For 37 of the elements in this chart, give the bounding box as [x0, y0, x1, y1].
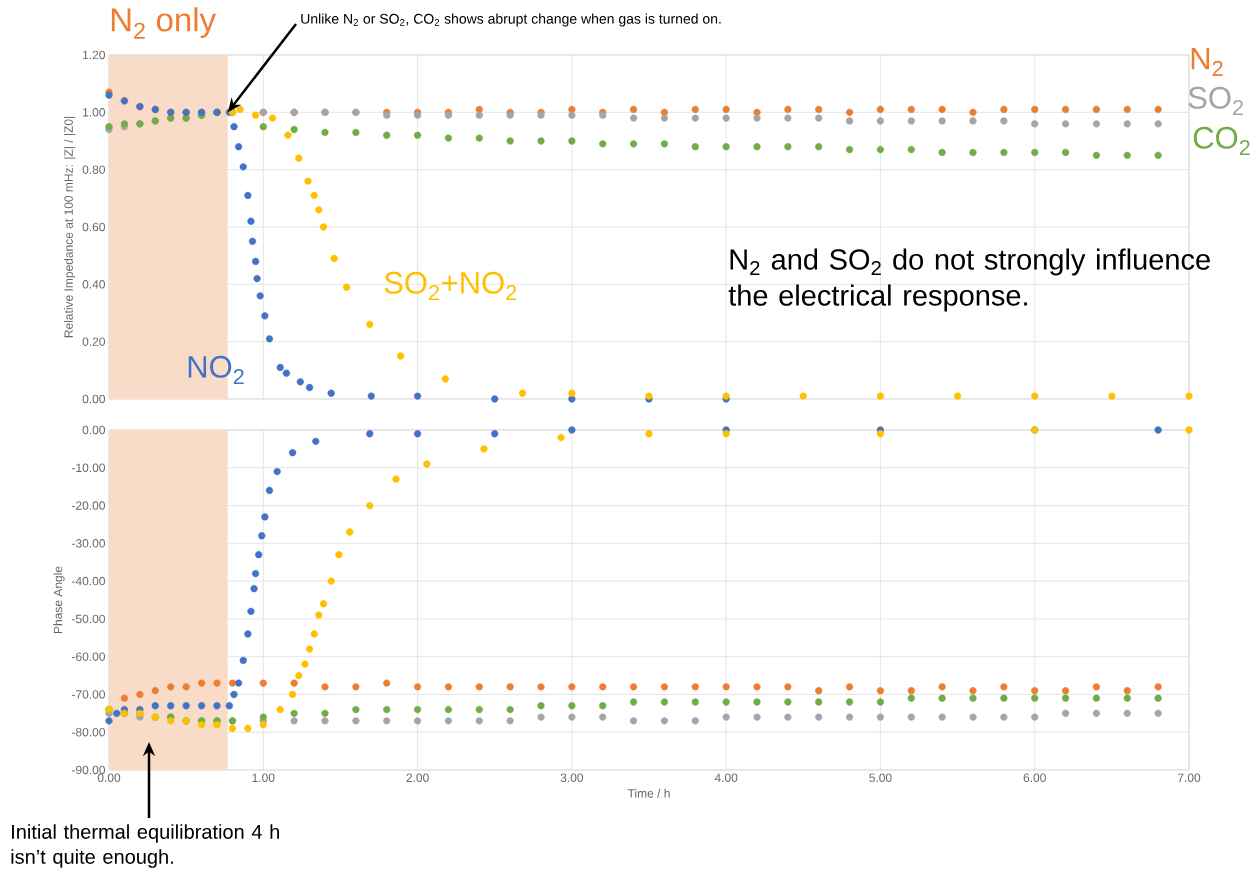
y-tick-label: 0.40: [82, 280, 106, 289]
y-tick-label: -10.00: [71, 463, 106, 473]
y-tick-label: -70.00: [71, 690, 106, 699]
x-tick-label: 5.00: [869, 773, 892, 783]
annotation: Unlike N$_{2}$ or SO$_{2}$, CO$_{2}$ shows abrupt change when gas is turned on.: [301, 13, 721, 27]
y-tick-label: -20.00: [71, 501, 106, 510]
y-tick-label: 0.00: [82, 394, 106, 404]
series-label: CO$_{2}$: [1193, 126, 1250, 156]
y-tick-label: 1.00: [83, 108, 106, 117]
series-label: SO$_{2}$: [1188, 86, 1243, 116]
series-label: SO$_{2}$+NO$_{2}$: [384, 271, 517, 301]
series-label: NO$_{2}$: [188, 355, 244, 385]
y-tick-label: -60.00: [71, 652, 106, 661]
y-tick-label: -50.00: [71, 614, 106, 624]
x-tick-label: 2.00: [406, 773, 429, 783]
x-tick-label: 1.00: [252, 773, 275, 783]
annotation: N$_{2}$ and SO$_{2}$ do not strongly influence the electrical response.: [728, 248, 1210, 312]
x-tick-label: 6.00: [1023, 773, 1046, 783]
y-tick-label: -80.00: [71, 727, 106, 737]
series-label: N$_{2}$: [1191, 48, 1223, 76]
y-tick-label: 1.20: [83, 50, 106, 60]
y-tick-label: 0.60: [82, 222, 106, 232]
x-tick-label: 3.00: [560, 773, 584, 783]
y-tick-label: 0.00: [82, 425, 106, 435]
y-tick-label: -30.00: [71, 539, 106, 548]
x-axis-title: Time / h: [627, 788, 670, 798]
x-tick-label: 0.00: [97, 773, 121, 783]
y-axis-title: Phase Angle: [53, 566, 65, 634]
y-axis-title: Relative Impedance at 100 mHz: |Z| / |Z0|: [64, 116, 76, 338]
y-tick-label: -40.00: [71, 576, 106, 586]
band-label: N$_{2}$ only: [111, 7, 217, 39]
y-tick-label: 0.80: [82, 165, 106, 174]
text: Initial thermal equilibration 4 h isn’t quite enough.: [11, 824, 279, 868]
y-tick-label: 0.20: [82, 337, 106, 346]
y-tick-label: -90.00: [71, 765, 106, 775]
x-tick-label: 7.00: [1177, 773, 1201, 783]
x-tick-label: 4.00: [714, 773, 738, 783]
